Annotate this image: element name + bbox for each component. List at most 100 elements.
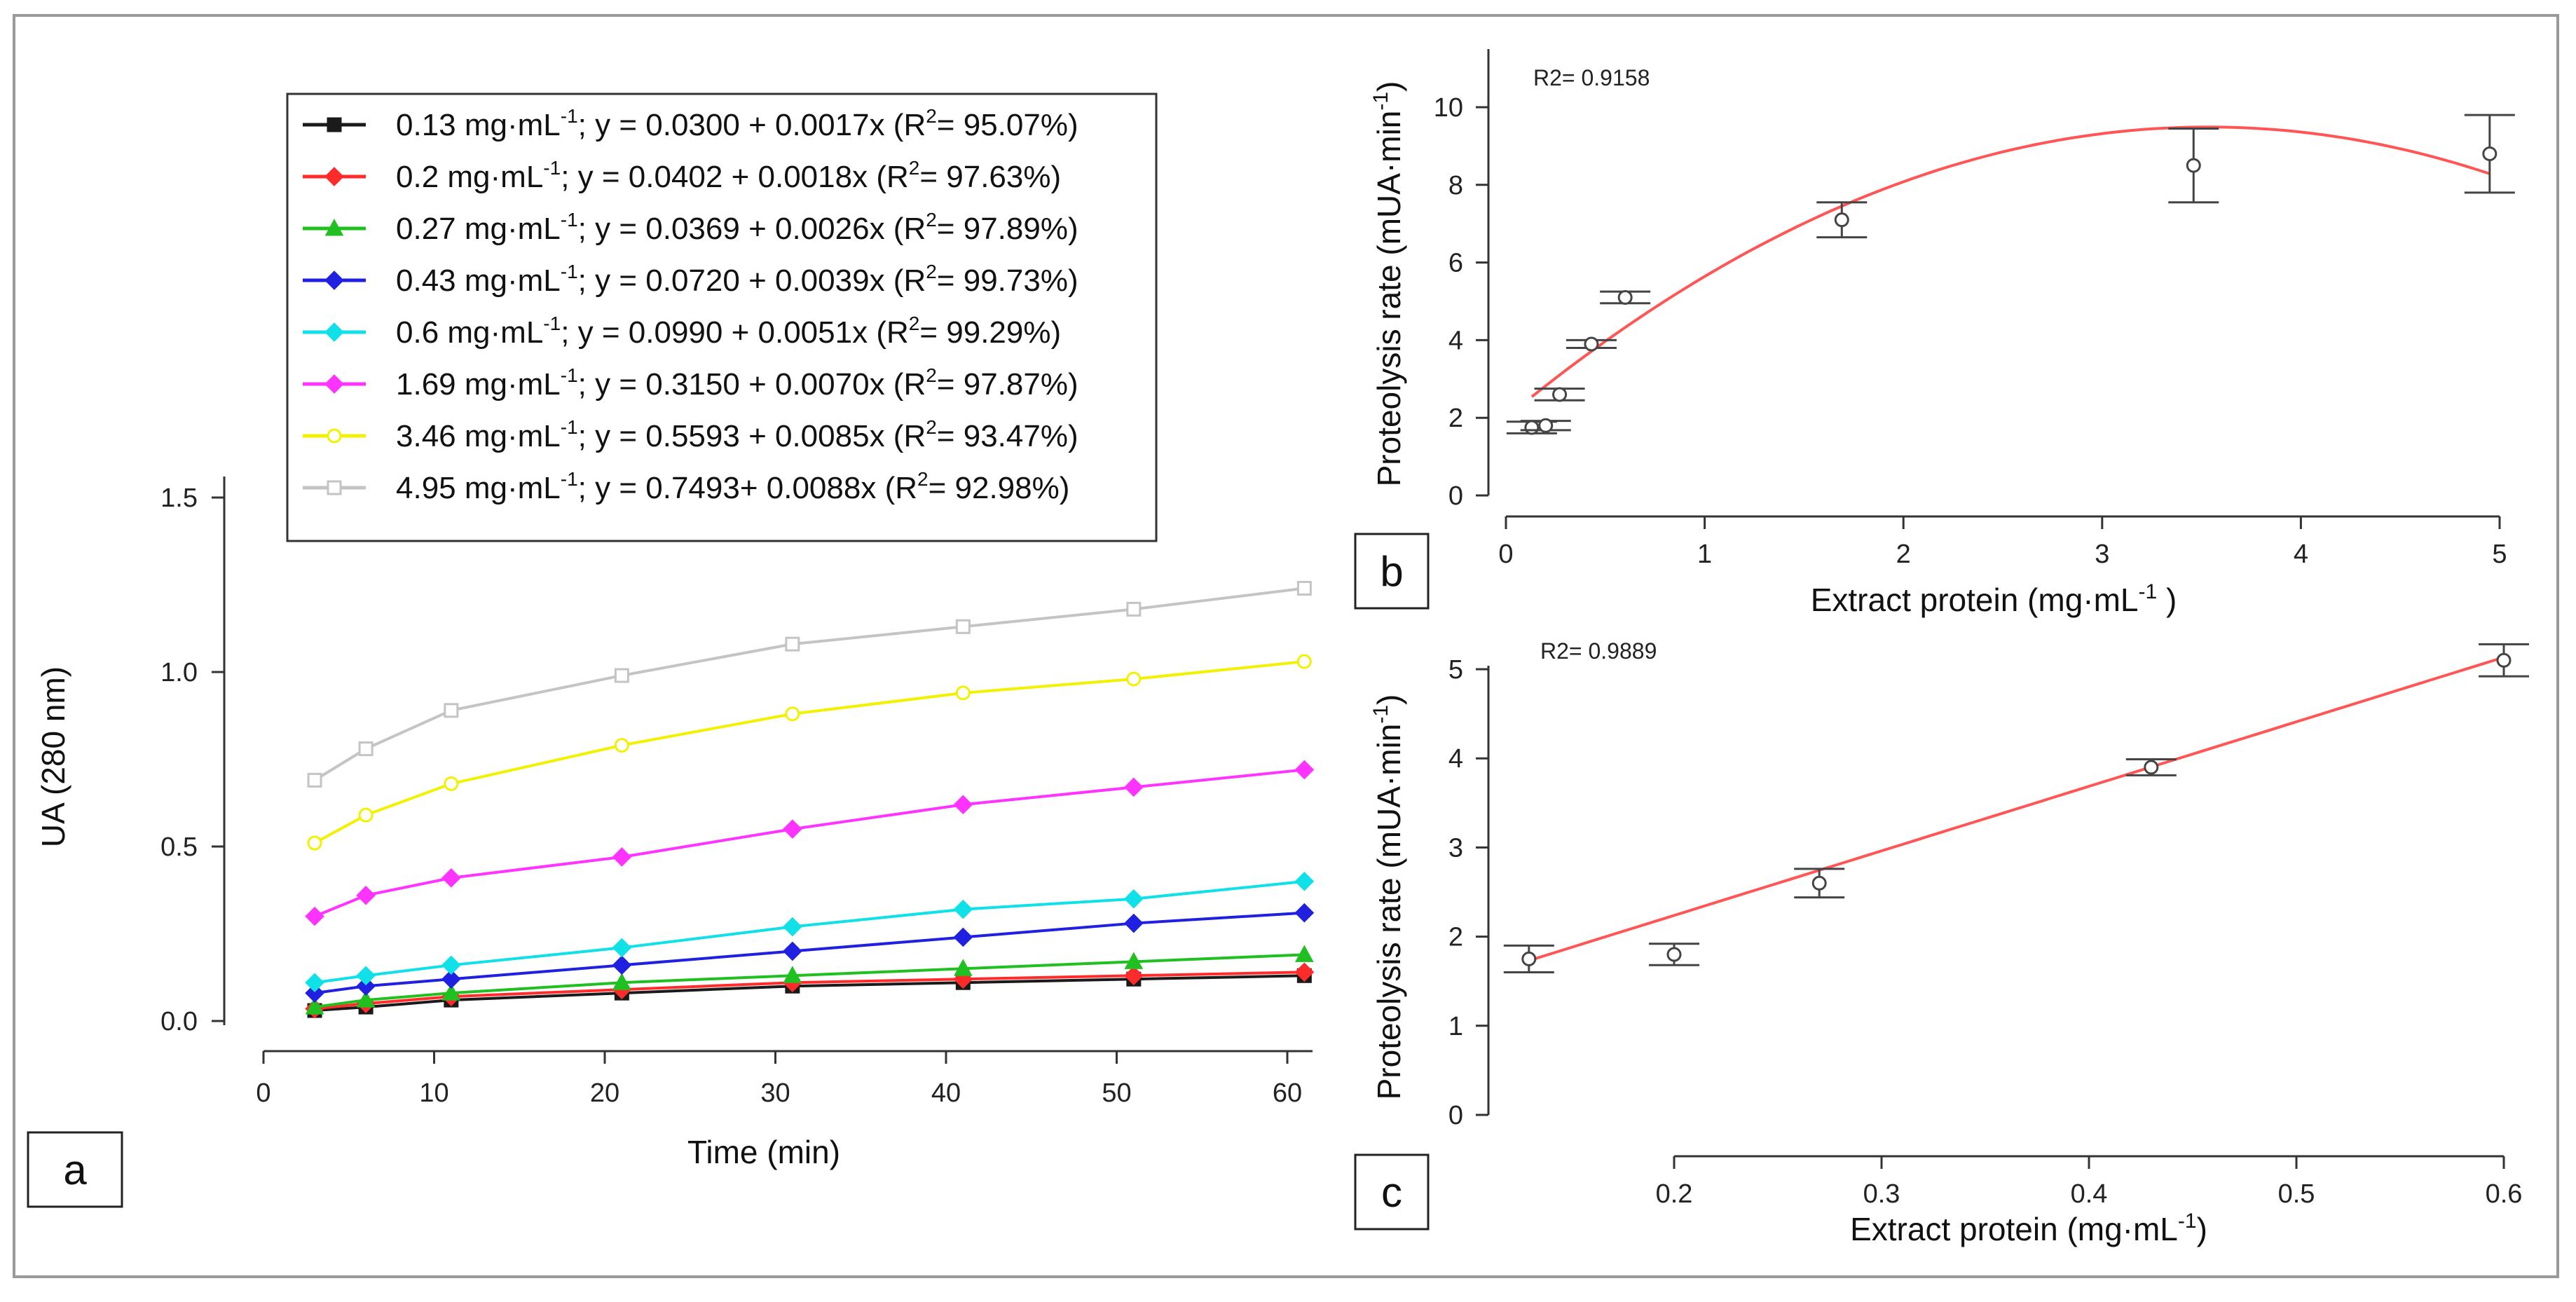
legend-marker [324, 219, 344, 236]
legend-entry: 0.6 mg·mL-1; y = 0.0990 + 0.0051x (R2= 9… [303, 313, 1061, 350]
data-point [441, 868, 461, 888]
panel-b-x-ticks: 0 1 2 3 4 5 [1498, 516, 2507, 569]
panel-a-x-tick-label: 0 [256, 1078, 270, 1108]
data-point [307, 772, 322, 788]
data-point [1296, 654, 1312, 669]
panel-a-x-tick-label: 50 [1102, 1078, 1131, 1108]
legend-entry: 1.69 mg·mL-1; y = 0.3150 + 0.0070x (R2= … [303, 364, 1078, 402]
data-point [358, 807, 374, 823]
data-point [1600, 289, 1651, 305]
data-point [1295, 945, 1314, 962]
panel-a-x-axis-title: Time (min) [687, 1134, 840, 1170]
series-3 [305, 903, 1315, 1003]
legend-label: 0.2 mg·mL-1; y = 0.0402 + 0.0018x (R2= 9… [396, 157, 1061, 194]
point-marker [1552, 387, 1568, 402]
series-1 [305, 962, 1315, 1019]
legend-marker [327, 117, 342, 132]
data-point [305, 906, 324, 926]
legend-entry: 0.13 mg·mL-1; y = 0.0300 + 0.0017x (R2= … [303, 105, 1078, 142]
panel-c-x-tick-label: 0.3 [1863, 1179, 1900, 1209]
data-point [953, 899, 973, 919]
panel-a-y-tick-label: 0.5 [160, 832, 198, 862]
data-point [612, 973, 631, 990]
point-marker [1666, 947, 1682, 962]
series-2 [305, 945, 1314, 1015]
data-point [955, 619, 971, 634]
data-point [1124, 966, 1144, 986]
panel-a-chart: 0.0 0.5 1.0 1.5 0 10 20 30 40 50 60 Time (min) UA… [27, 92, 1315, 1208]
panel-a-x-tick-label: 40 [931, 1078, 961, 1108]
panel-c-x-tick-label: 0.5 [2278, 1179, 2315, 1209]
panel-c-y-tick-label: 5 [1448, 655, 1463, 685]
panel-c-r2-annotation: R2= 0.9889 [1540, 638, 1657, 664]
legend-entry: 0.27 mg·mL-1; y = 0.0369 + 0.0026x (R2= … [303, 209, 1078, 246]
data-point [358, 741, 374, 757]
panel-a-x-tick-label: 20 [590, 1078, 619, 1108]
series-line [314, 971, 1305, 1010]
data-point [1294, 760, 1315, 780]
panel-b-label: b [1380, 548, 1403, 595]
point-marker [1584, 336, 1599, 352]
data-point [953, 795, 973, 815]
panel-c-y-ticks: 0 1 2 3 4 5 [1448, 655, 1488, 1130]
panel-a-y-tick-label: 1.0 [160, 658, 198, 687]
panel-b-chart: 0 2 4 6 8 10 0 1 2 3 4 5 R2= 0.9158 Extract protei… [1354, 49, 2515, 618]
panel-c-y-axis-title: Proteolysis rate (mUA·min-1) [1369, 694, 1407, 1100]
panel-c-y-tick-label: 1 [1448, 1012, 1463, 1041]
data-point [954, 959, 973, 976]
point-marker [2496, 652, 2512, 668]
panel-c-y-tick-label: 3 [1448, 833, 1463, 863]
point-marker [1617, 289, 1633, 305]
panel-b-y-tick-label: 4 [1448, 326, 1463, 355]
legend-label: 1.69 mg·mL-1; y = 0.3150 + 0.0070x (R2= … [396, 364, 1078, 402]
series-line [314, 911, 1305, 995]
data-point [1649, 943, 1699, 966]
panel-b-y-ticks: 0 2 4 6 8 10 [1434, 93, 1488, 511]
panel-a-x-tick-label: 30 [760, 1078, 790, 1108]
panel-b-points [1506, 114, 2515, 435]
legend-marker [324, 374, 344, 394]
data-point [1566, 336, 1617, 352]
data-point [1124, 777, 1144, 797]
panel-a-x-tick-label: 10 [419, 1078, 448, 1108]
panel-c-x-tick-label: 0.4 [2071, 1179, 2108, 1209]
panel-a-x-tick-label: 60 [1273, 1078, 1302, 1108]
panel-c-y-tick-label: 0 [1448, 1101, 1463, 1130]
legend-label: 3.46 mg·mL-1; y = 0.5593 + 0.0085x (R2= … [396, 416, 1078, 453]
legend-label: 0.13 mg·mL-1; y = 0.0300 + 0.0017x (R2= … [396, 105, 1078, 142]
panel-b-y-axis-title: Proteolysis rate (mUA·min-1) [1369, 81, 1407, 487]
panel-b-x-axis-title: Extract protein (mg·mL-1 ) [1811, 580, 2177, 618]
data-point [356, 885, 376, 905]
point-marker [1834, 212, 1849, 228]
panel-a-y-axis-title: UA (280 nm) [35, 666, 71, 847]
legend-box [286, 92, 1158, 542]
data-point [1534, 387, 1585, 402]
panel-b-x-tick-label: 4 [2294, 540, 2308, 569]
legend-label: 0.43 mg·mL-1; y = 0.0720 + 0.0039x (R2= … [396, 261, 1078, 298]
data-point [356, 976, 376, 996]
data-point [2464, 114, 2515, 194]
data-point [305, 973, 324, 993]
panel-a-y-tick-label: 1.5 [160, 484, 198, 513]
data-point [307, 835, 322, 851]
panel-c-points [1503, 643, 2529, 973]
panel-b-y-tick-label: 8 [1448, 171, 1463, 200]
panel-b-x-tick-label: 5 [2492, 540, 2507, 569]
data-point [2125, 758, 2177, 776]
point-marker [2482, 146, 2498, 161]
panel-c-y-tick-label: 4 [1448, 744, 1463, 774]
data-point [614, 668, 629, 683]
panel-a-series [305, 580, 1315, 1019]
data-point [785, 636, 800, 652]
series-line [314, 660, 1305, 844]
data-point [1124, 952, 1144, 969]
point-marker [1524, 420, 1540, 435]
panel-b-label-box [1354, 533, 1430, 610]
legend-label: 0.27 mg·mL-1; y = 0.0369 + 0.0026x (R2= … [396, 209, 1078, 246]
series-line [314, 768, 1305, 918]
panel-b-y-tick-label: 0 [1448, 481, 1463, 511]
data-point [441, 969, 461, 989]
panel-c-label: c [1381, 1169, 1402, 1216]
data-point [2479, 643, 2529, 678]
data-point [444, 776, 459, 791]
